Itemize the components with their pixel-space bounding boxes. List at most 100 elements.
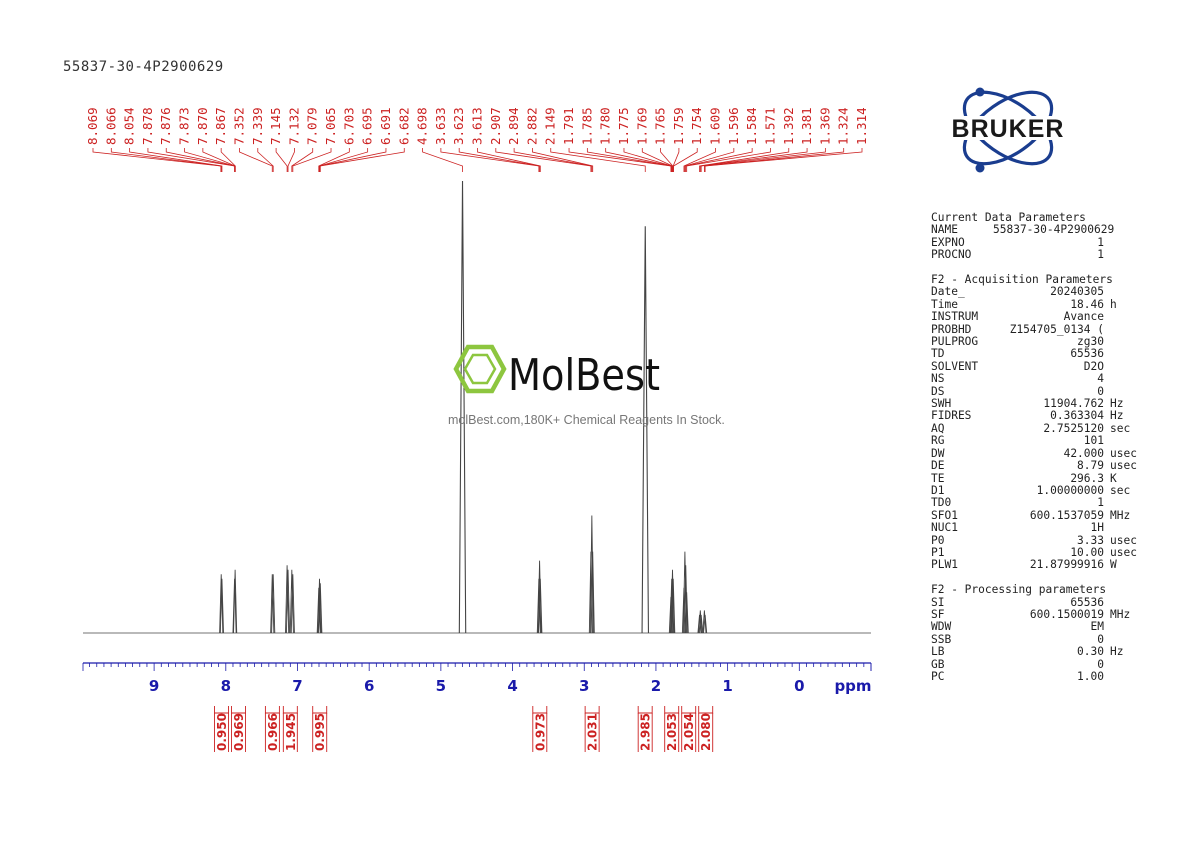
param-row: WDW EM — [931, 620, 1146, 634]
param-unit: W — [1110, 558, 1117, 572]
param-key: SOLVENT — [931, 359, 979, 373]
integral-value: 0.969 — [232, 713, 246, 751]
spectrum-peak — [318, 583, 323, 634]
param-value: 55837-30-4P2900629 — [993, 223, 1115, 237]
integral-bracket — [312, 706, 328, 714]
param-row: DS 0 — [931, 385, 1146, 398]
x-tick-label: 5 — [436, 677, 446, 695]
param-unit: usec — [1110, 545, 1137, 559]
peak-leader-line — [672, 148, 680, 172]
peak-label: 1.392 — [781, 107, 796, 145]
param-row: SOLVENT D2O — [931, 359, 1146, 373]
peak-leader-line — [422, 148, 463, 172]
param-key: SSB — [931, 632, 952, 646]
peak-leader-line — [220, 148, 236, 172]
param-value: 600.1500019 — [1029, 607, 1104, 621]
param-value: 1.00 — [1077, 670, 1104, 683]
param-value: 4 — [1097, 372, 1104, 386]
integral-marker: 0.973 — [532, 706, 548, 752]
param-value: 1H — [1090, 521, 1104, 535]
peak-label: 1.381 — [799, 107, 814, 145]
spectrum-peak — [538, 578, 543, 634]
integral-bracket — [532, 706, 548, 714]
sample-title: 55837-30-4P2900629 — [63, 59, 224, 75]
peak-label: 1.584 — [744, 107, 759, 145]
peak-label: 8.066 — [103, 107, 118, 145]
peak-label: 1.324 — [836, 107, 851, 145]
peak-leader-line — [239, 148, 273, 172]
param-unit: usec — [1110, 459, 1137, 473]
param-row: Date_ 20240305 — [931, 286, 1146, 299]
peak-label: 6.695 — [360, 107, 375, 145]
peak-leader-line — [292, 148, 332, 172]
spectrum-peak — [702, 610, 707, 634]
peak-leader-line — [495, 148, 592, 172]
spectrum-peak — [537, 560, 542, 634]
peak-leader-line — [699, 148, 808, 172]
param-value: EM — [1090, 620, 1104, 634]
param-value: 1 — [1097, 235, 1104, 249]
param-key: LB — [931, 645, 945, 659]
param-value: 1.00000000 — [1036, 483, 1104, 497]
param-key: FIDRES — [931, 409, 972, 423]
param-row: EXPNO 1 — [931, 235, 1146, 249]
integral-marker: 2.080 — [698, 706, 713, 752]
param-unit: MHz — [1110, 508, 1131, 522]
param-row: NUC1 1H — [931, 521, 1146, 535]
x-tick-label: 2 — [651, 677, 661, 695]
peak-label: 1.785 — [579, 107, 594, 145]
molbest-tagline: molBest.com,180K+ Chemical Reagents In S… — [448, 413, 725, 427]
integral-marker: 0.966 — [264, 706, 280, 752]
param-row: P1 10.00 usec — [931, 545, 1146, 559]
peak-label: 1.369 — [817, 107, 832, 145]
peak-label: 1.596 — [726, 107, 741, 145]
peak-leader-line — [458, 148, 540, 172]
spectrum-peak — [670, 569, 675, 634]
param-value: 8.79 — [1077, 459, 1104, 473]
param-value: 65536 — [1070, 347, 1104, 361]
param-key: PROCNO — [931, 248, 972, 262]
param-value: 0.363304 — [1050, 409, 1104, 423]
integral-bracket — [637, 706, 653, 714]
peak-leader-line — [257, 148, 274, 172]
peak-label: 8.069 — [85, 107, 100, 145]
param-key: WDW — [931, 620, 952, 634]
peak-label: 7.873 — [177, 107, 192, 145]
peak-label: 7.065 — [323, 107, 338, 145]
param-key: SFO1 — [931, 508, 958, 522]
spectrum-peak — [698, 610, 703, 634]
integral-bracket — [282, 706, 298, 714]
integral-value: 1.945 — [284, 713, 298, 751]
spectrum-peak — [458, 180, 467, 634]
peak-leader-line — [673, 148, 698, 172]
param-unit — [1104, 522, 1146, 534]
spectrum-peak — [590, 551, 595, 634]
peak-label: 1.775 — [616, 107, 631, 145]
param-value: 101 — [1083, 434, 1104, 448]
peak-leader-line — [532, 148, 594, 172]
param-row: TE 296.3 K — [931, 471, 1146, 485]
spectrum-peak — [316, 587, 321, 634]
param-key: NUC1 — [931, 521, 958, 535]
x-tick-label: 0 — [794, 677, 804, 695]
peak-label: 2.882 — [524, 107, 539, 145]
peak-label: 1.769 — [634, 107, 649, 145]
param-value: 1 — [1097, 248, 1104, 262]
param-key: P1 — [931, 545, 945, 559]
spectrum-peak — [270, 574, 275, 634]
param-unit: h — [1110, 297, 1117, 311]
peak-leader-line — [568, 148, 672, 172]
x-axis-label: ppm — [834, 677, 871, 695]
integral-value: 2.053 — [665, 713, 679, 751]
param-unit: sec — [1110, 421, 1131, 435]
param-row: DW 42.000 usec — [931, 447, 1146, 460]
spectrum-peak — [219, 574, 224, 634]
param-unit: usec — [1110, 533, 1137, 547]
param-row: DE 8.79 usec — [931, 459, 1146, 473]
param-key: AQ — [931, 421, 945, 435]
param-key: P0 — [931, 533, 945, 547]
param-unit — [1104, 286, 1146, 298]
param-key: TE — [931, 471, 945, 485]
integral-value: 0.973 — [533, 713, 547, 751]
peak-label: 1.571 — [762, 107, 777, 145]
